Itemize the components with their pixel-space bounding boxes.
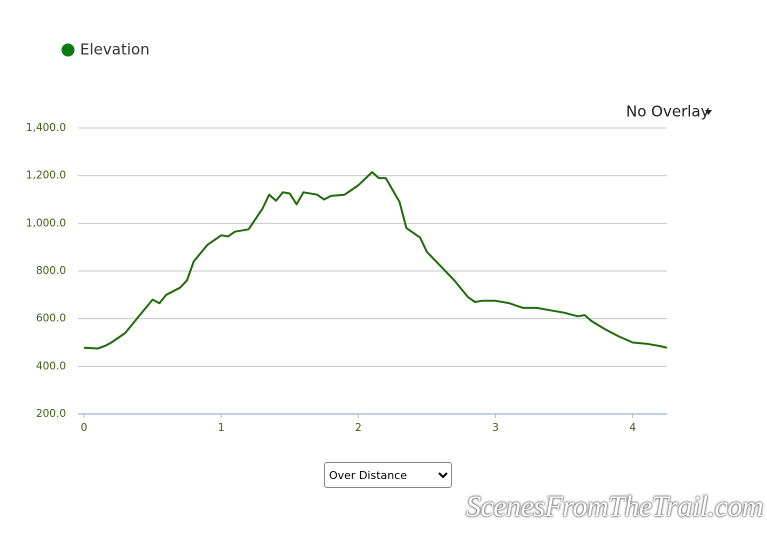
legend-marker (61, 43, 75, 57)
x-tick-label: 4 (629, 422, 636, 434)
y-tick-label: 200.0 (36, 408, 66, 420)
dropdown-arrow[interactable] (705, 110, 712, 115)
x-tick-label: 1 (218, 422, 225, 434)
y-tick-label: 400.0 (36, 360, 66, 372)
overlay-menu[interactable]: No Overlay (626, 103, 710, 121)
y-tick-label: 1,400.0 (26, 122, 66, 134)
x-mode-select[interactable]: Over Distance (324, 462, 452, 488)
elevation-line (83, 171, 668, 350)
legend-label: Elevation (80, 41, 150, 59)
y-tick-label: 1,200.0 (26, 170, 66, 182)
watermark: ScenesFromTheTrail.com (465, 490, 764, 523)
y-tick-label: 600.0 (36, 313, 66, 325)
y-tick-label: 1,000.0 (26, 217, 66, 229)
y-tick-label: 800.0 (36, 265, 66, 277)
x-tick-label: 3 (492, 422, 499, 434)
x-tick-label: 0 (81, 422, 88, 434)
x-tick-label: 2 (355, 422, 362, 434)
